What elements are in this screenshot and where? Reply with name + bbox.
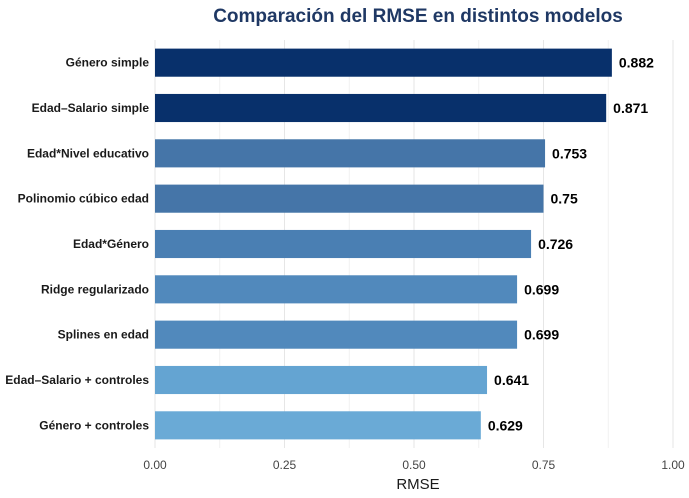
category-label: Edad–Salario + controles: [5, 373, 149, 387]
bar-3: [155, 139, 546, 168]
x-tick-label: 0.50: [402, 458, 426, 472]
value-label: 0.871: [613, 100, 648, 116]
value-label: 0.753: [552, 145, 587, 161]
category-label: Género simple: [66, 56, 150, 70]
value-label: 0.699: [524, 327, 559, 343]
value-label: 0.726: [538, 236, 573, 252]
category-label: Edad*Género: [73, 237, 149, 251]
bar-5: [155, 229, 532, 259]
bar-8: [155, 365, 488, 395]
category-label: Género + controles: [39, 418, 149, 432]
value-label: 0.699: [524, 281, 559, 297]
x-tick-label: 1.00: [661, 458, 685, 472]
bar-7: [155, 320, 518, 349]
x-tick-label: 0.00: [143, 458, 167, 472]
x-axis: 0.00 0.25 0.50 0.75 1.00: [143, 458, 685, 472]
bar-2: [155, 93, 607, 123]
x-tick-label: 0.75: [532, 458, 556, 472]
value-label: 0.629: [488, 417, 523, 433]
value-label: 0.882: [619, 55, 654, 71]
bar-4: [155, 184, 544, 213]
category-label: Edad–Salario simple: [32, 101, 150, 115]
bars-layer: [155, 48, 612, 440]
labels-layer: Género simple 0.882 Edad–Salario simple 0.8…: [5, 55, 654, 434]
category-label: Edad*Nivel educativo: [27, 146, 149, 160]
category-label: Polinomio cúbico edad: [18, 192, 149, 206]
value-label: 0.641: [494, 372, 529, 388]
category-label: Splines en edad: [58, 328, 149, 342]
value-label: 0.75: [551, 191, 578, 207]
x-axis-title: RMSE: [396, 476, 439, 493]
bar-6: [155, 275, 518, 304]
x-tick-label: 0.25: [273, 458, 297, 472]
category-label: Ridge regularizado: [41, 282, 149, 296]
bar-1: [155, 48, 612, 77]
chart-title: Comparación del RMSE en distintos modelo…: [213, 6, 623, 27]
bar-9: [155, 411, 481, 440]
